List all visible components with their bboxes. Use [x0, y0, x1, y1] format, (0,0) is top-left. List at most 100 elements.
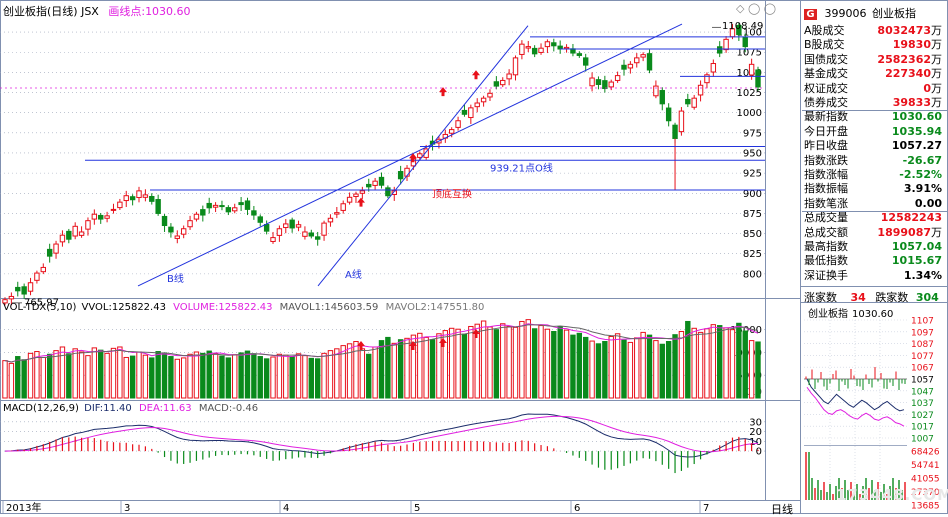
candle-body: [519, 43, 525, 55]
volume-signal-arrow: [357, 341, 365, 350]
candle: [66, 228, 72, 244]
info-row: 深证换手 1.34%: [804, 269, 946, 283]
candle: [257, 214, 263, 227]
annotation-b-line: B线: [167, 272, 184, 285]
candle: [59, 230, 66, 247]
candle-body: [123, 195, 129, 202]
mini-volume-label: 27370: [911, 488, 940, 498]
candle-body: [697, 84, 704, 96]
mavol2-line: [4, 324, 759, 363]
candle: [193, 211, 200, 222]
volume-bar: [519, 320, 525, 399]
candle-body: [206, 202, 212, 209]
candle-body: [748, 63, 755, 76]
candle: [372, 177, 378, 190]
info-row-value: 8032473: [877, 24, 931, 37]
volume-bar: [110, 347, 117, 399]
candle-body: [263, 224, 270, 232]
volume-bar: [506, 325, 512, 399]
volume-bar: [289, 356, 295, 399]
period-tab[interactable]: 日线: [771, 503, 793, 516]
candle-body: [512, 57, 519, 76]
candle-body: [621, 64, 627, 70]
mini-price-label: 1037: [911, 399, 934, 409]
candle-body: [334, 212, 340, 215]
candle-body: [180, 228, 187, 235]
info-row-value: 1015.67: [891, 254, 942, 268]
macd-tick-label: 30: [749, 417, 762, 428]
price-tick-label: 1100: [737, 28, 762, 39]
candle-body: [8, 295, 15, 300]
volume-bar: [270, 356, 276, 399]
volume-bar: [219, 355, 225, 399]
info-row-value: -26.67: [902, 153, 942, 167]
candle: [525, 40, 531, 53]
volume-bar: [576, 332, 583, 399]
window-controls[interactable]: ◇ ◯ ◯: [736, 2, 777, 15]
candle-body: [2, 299, 8, 304]
volume-bar: [98, 349, 104, 399]
mini-volume-label: 41055: [911, 475, 940, 485]
volume-bar: [570, 334, 576, 399]
macd-tick-label: 20: [749, 427, 762, 438]
volume-bar: [525, 319, 531, 399]
info-row-value: 39833: [892, 96, 931, 109]
volume-bar: [225, 357, 232, 399]
volume-bar: [417, 332, 423, 399]
volume-bar: [174, 358, 180, 399]
info-row: 债券成交 39833万: [804, 96, 946, 110]
info-row-value: 2582362: [877, 52, 931, 66]
info-row-label: 今日开盘: [804, 124, 848, 138]
info-row-value: 1.34%: [903, 268, 942, 282]
candle: [15, 281, 21, 297]
candle: [98, 213, 104, 224]
volume-bar: [8, 362, 15, 399]
candle: [270, 231, 276, 244]
candle: [493, 76, 500, 90]
candle-body: [397, 171, 404, 180]
candle-body: [474, 102, 480, 108]
low-label: 765.97: [24, 297, 59, 308]
candle: [149, 193, 155, 205]
candle: [557, 40, 563, 54]
candle: [602, 75, 608, 93]
candle: [640, 52, 646, 62]
mini-volume-label: 13685: [911, 502, 940, 512]
candle: [180, 225, 187, 239]
candle-body: [423, 148, 429, 158]
volume-bar: [614, 333, 621, 399]
candle: [519, 40, 525, 60]
candle: [614, 71, 621, 83]
candle-body: [378, 176, 385, 186]
info-row-label: 基金成交: [804, 67, 848, 81]
trend-line-a: [317, 25, 529, 287]
candle: [583, 53, 589, 72]
candle: [634, 53, 640, 68]
candle-body: [678, 110, 685, 133]
volume-bar: [659, 343, 665, 399]
volume-signal-arrow: [439, 338, 447, 347]
price-tick-label: 875: [743, 209, 762, 220]
volume-bar: [251, 353, 257, 399]
candle: [174, 230, 180, 244]
info-row-label: 总成交量: [804, 211, 848, 225]
candle-body: [608, 81, 614, 88]
info-row-label: 指数涨跌: [804, 153, 848, 167]
candle-body: [385, 187, 391, 197]
candle: [78, 226, 85, 238]
sidebar-header: G 399006 创业板指: [804, 5, 946, 21]
candle-body: [755, 69, 761, 88]
volume-bar: [123, 356, 129, 399]
macd-title: MACD(12,26,9): [3, 403, 79, 414]
info-row-unit: 万: [931, 81, 942, 95]
info-divider: [802, 109, 948, 111]
candle-body: [493, 81, 500, 87]
info-row-value: 1035.94: [891, 124, 942, 138]
info-row-value: 1899087: [877, 225, 931, 239]
candle-body: [34, 272, 40, 281]
candle-body: [142, 194, 149, 198]
kline-chart: 1100107510501025100097595092590087585082…: [0, 21, 765, 308]
volume-bar: [410, 334, 417, 399]
volume-bar: [461, 333, 468, 399]
